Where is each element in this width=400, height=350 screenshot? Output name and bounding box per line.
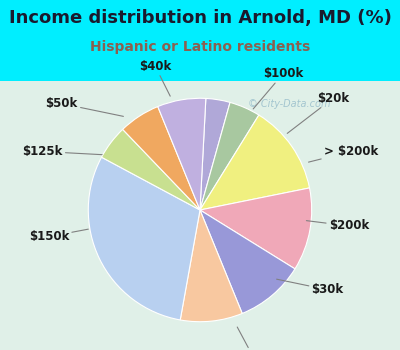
Text: $20k: $20k <box>287 92 349 133</box>
Wedge shape <box>200 103 259 210</box>
Text: $150k: $150k <box>29 229 88 243</box>
Wedge shape <box>88 157 200 320</box>
Text: $75k: $75k <box>237 327 269 350</box>
Text: $125k: $125k <box>22 145 102 158</box>
Wedge shape <box>123 106 200 210</box>
Text: Income distribution in Arnold, MD (%): Income distribution in Arnold, MD (%) <box>8 9 392 27</box>
Text: © City-Data.com: © City-Data.com <box>248 99 330 109</box>
Text: $50k: $50k <box>46 97 123 116</box>
Wedge shape <box>200 188 312 269</box>
Text: $30k: $30k <box>277 279 344 296</box>
Text: $200k: $200k <box>306 219 369 232</box>
Text: $40k: $40k <box>139 60 172 96</box>
Wedge shape <box>158 98 206 210</box>
Text: > $200k: > $200k <box>308 145 378 162</box>
Text: Hispanic or Latino residents: Hispanic or Latino residents <box>90 40 310 54</box>
Text: $100k: $100k <box>253 67 303 109</box>
Wedge shape <box>200 210 295 314</box>
Wedge shape <box>180 210 242 322</box>
Wedge shape <box>200 115 310 210</box>
Wedge shape <box>102 130 200 210</box>
Wedge shape <box>200 98 230 210</box>
